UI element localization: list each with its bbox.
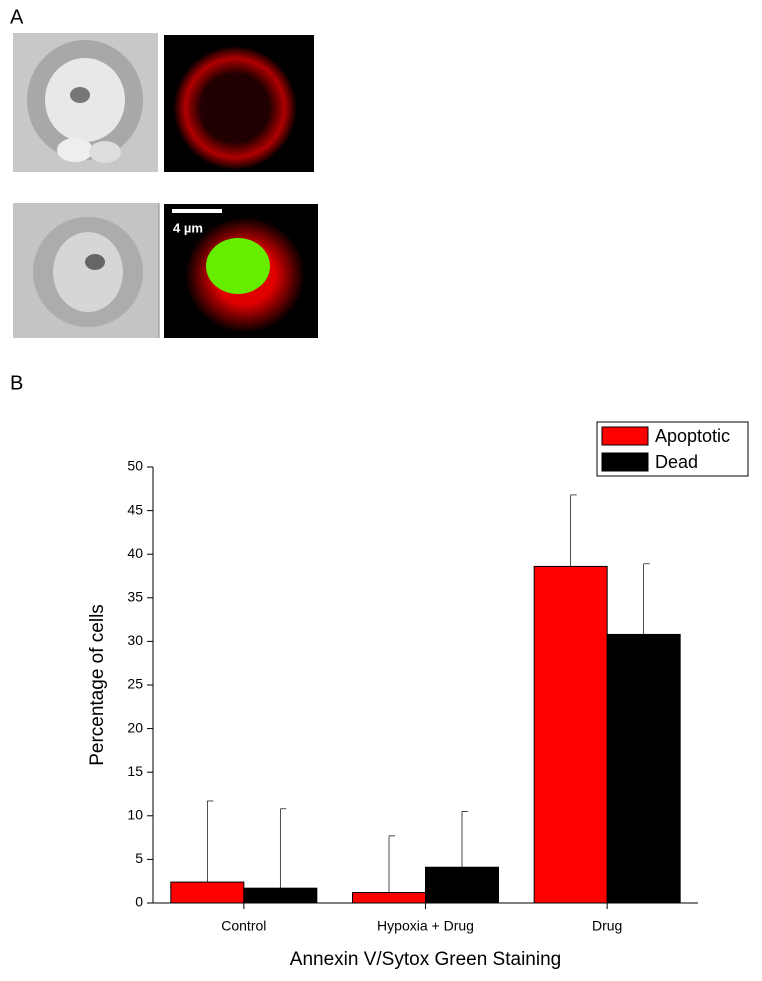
x-tick-label: Control (221, 918, 266, 934)
legend-swatch (601, 426, 649, 446)
x-axis-label: Annexin V/Sytox Green Staining (290, 949, 561, 970)
scale-bar-label: 4 µm (173, 220, 203, 235)
x-tick-label: Hypoxia + Drug (377, 918, 474, 934)
y-tick-label: 45 (127, 501, 143, 517)
legend-label: Apoptotic (655, 426, 730, 446)
bar (606, 633, 681, 904)
fluorescence-image (164, 35, 314, 172)
bar (170, 881, 245, 904)
legend-swatch (601, 452, 649, 472)
fluorescence-image (164, 204, 318, 338)
y-tick-label: 15 (127, 763, 143, 779)
bar (425, 866, 499, 904)
panel-label: B (10, 372, 23, 394)
y-tick-label: 5 (135, 850, 143, 866)
y-tick-label: 40 (127, 545, 143, 561)
y-tick-label: 0 (135, 894, 143, 910)
y-tick-label: 50 (127, 458, 143, 474)
y-tick-label: 20 (127, 719, 143, 735)
bar (352, 892, 426, 904)
y-tick-label: 25 (127, 676, 143, 692)
y-tick-label: 30 (127, 632, 143, 648)
x-tick-label: Drug (592, 918, 622, 934)
panel-label: A (10, 6, 24, 28)
micrograph (13, 203, 159, 338)
bar (243, 887, 318, 904)
legend-label: Dead (655, 452, 698, 472)
bar (533, 565, 608, 904)
y-tick-label: 10 (127, 807, 143, 823)
y-tick-label: 35 (127, 589, 143, 605)
micrograph (13, 33, 158, 172)
y-axis-label: Percentage of cells (87, 604, 108, 766)
